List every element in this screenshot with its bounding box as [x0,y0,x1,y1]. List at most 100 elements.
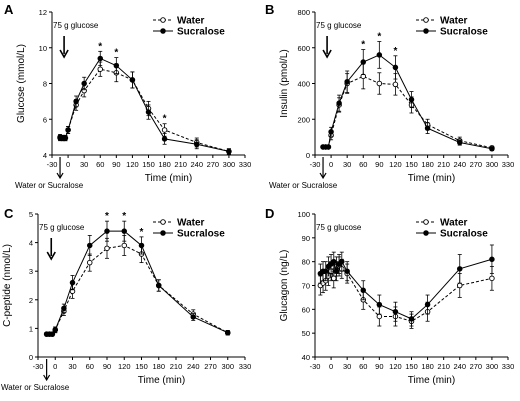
annotation-label: 75 g glucose [53,21,99,30]
y-tick-label: 12 [39,8,47,17]
data-point [224,329,231,336]
x-tick-label: 270 [470,362,483,371]
legend-marker [160,219,166,225]
x-axis-label: Time (min) [408,173,455,184]
data-point [81,80,87,87]
y-tick-label: 800 [297,8,310,17]
x-tick-label: 270 [204,362,217,371]
data-point [339,258,345,265]
data-point [328,129,334,135]
panel-letter: A [4,2,14,17]
x-tick-label: 90 [103,362,111,371]
data-point [86,242,93,249]
series-water [320,63,495,151]
x-tick-label: -30 [33,362,44,371]
y-tick-label: 80 [302,258,310,267]
data-point [193,141,200,148]
significance-star: * [122,211,126,222]
significance-star: * [98,41,102,52]
panel-letter: D [265,206,274,221]
data-point [376,80,383,87]
series-sucralose [317,244,495,327]
x-tick-label: 330 [239,362,252,371]
panel-a: A 4 6 8 10 12 -30 0 30 60 90 120 150 180 210 240 270 300 3… [4,2,251,190]
x-tick-label: 60 [359,362,367,371]
significance-star: * [105,211,109,222]
legend-marker [423,230,429,236]
series-water [57,61,232,155]
x-tick-label: 300 [486,160,499,169]
x-tick-label: 210 [174,160,187,169]
x-tick-label: 210 [170,362,183,371]
data-point [145,109,152,115]
data-point [331,275,337,282]
significance-star: * [163,114,167,125]
x-tick-label: 0 [53,362,57,371]
x-tick-label: 240 [453,362,466,371]
x-tick-label: 120 [389,160,402,169]
data-point [457,266,463,272]
data-point [86,259,93,266]
x-axis-label: Time (min) [408,375,455,386]
significance-star: * [114,48,118,59]
data-point [408,316,415,322]
x-tick-label: 180 [152,362,165,371]
x-tick-label: 180 [421,160,434,169]
x-tick-label: 90 [375,160,383,169]
x-tick-label: 0 [329,362,333,371]
y-tick-label: 40 [302,353,310,362]
data-point [325,144,332,150]
data-point [61,305,67,312]
x-tick-label: 270 [470,160,483,169]
legend-marker [160,28,166,34]
x-tick-label: 90 [112,160,120,169]
y-tick-label: 5 [29,210,33,219]
legend-label: Sucralose [177,27,225,38]
intake-arrow-head [319,172,327,180]
data-point [73,98,79,105]
data-point [489,275,495,282]
legend-marker [423,219,429,225]
x-tick-label: 330 [239,160,252,169]
x-tick-label: 300 [486,362,499,371]
panel-letter: B [265,2,274,17]
data-point [424,301,431,308]
x-tick-label: 150 [405,362,418,371]
annotation-label: 75 g glucose [39,223,85,232]
panel-d: D 40 50 60 70 80 90 100 -30 0 30 60 90 120 150 180 210 24… [265,206,514,386]
data-point [392,308,399,315]
intake-label: Water or Sucralose [1,383,70,392]
data-point [190,314,196,320]
data-point [424,125,431,131]
data-point [121,228,127,234]
y-tick-label: 200 [297,115,310,124]
significance-star: * [377,31,381,42]
x-tick-label: 150 [142,160,155,169]
x-axis-label: Time (min) [145,173,192,184]
x-tick-label: 210 [437,160,450,169]
x-tick-label: 300 [221,362,234,371]
x-tick-label: 30 [343,362,351,371]
data-point [360,287,367,294]
significance-star: * [393,46,397,57]
x-tick-label: 180 [158,160,171,169]
x-tick-label: 0 [66,160,70,169]
x-tick-label: 90 [375,362,383,371]
y-tick-label: 1 [29,324,33,333]
data-point [226,148,232,155]
y-tick-label: 600 [297,44,310,53]
legend-label: Water [440,16,468,27]
x-tick-label: 180 [421,362,434,371]
y-tick-label: 4 [29,239,33,248]
data-point [376,301,383,308]
data-point [336,100,342,106]
x-tick-label: 120 [126,160,139,169]
y-axis-label: Glucagon (ng/L) [279,250,290,322]
x-tick-label: -30 [310,362,321,371]
data-point [489,145,495,152]
y-axis-label: Glucose (mmol/L) [16,44,27,123]
annotation-label: 75 g glucose [316,223,362,232]
x-tick-label: 150 [135,362,148,371]
glucose-arrow-head [322,49,332,59]
